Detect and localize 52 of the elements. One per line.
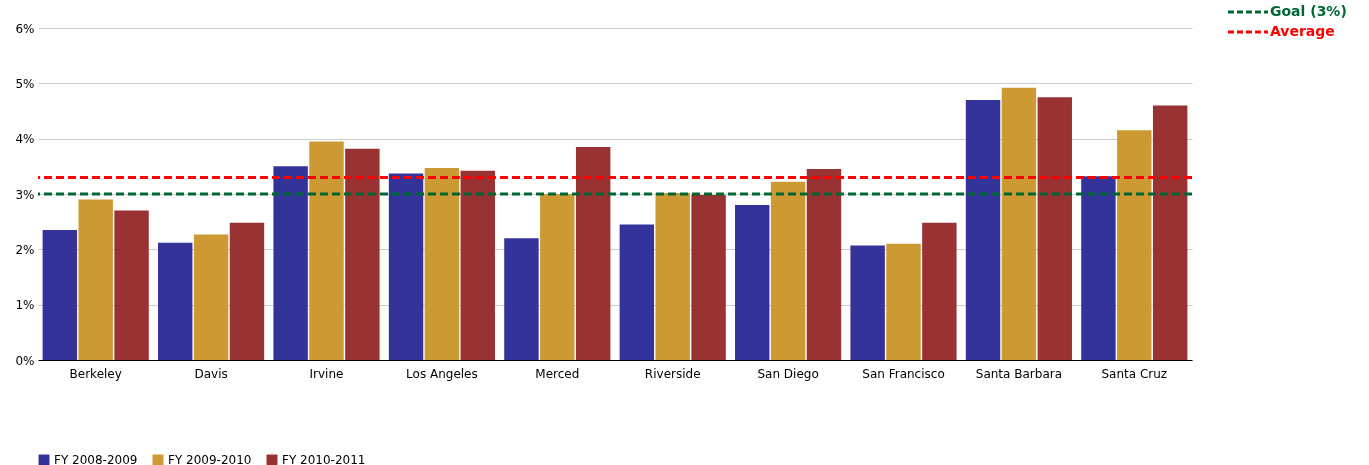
y-tick-label: 6% bbox=[15, 21, 35, 36]
bar bbox=[504, 238, 539, 360]
y-tick-label: 0% bbox=[15, 353, 35, 368]
bar bbox=[886, 243, 921, 360]
bar bbox=[965, 99, 1001, 360]
x-tick-label: Irvine bbox=[309, 366, 344, 381]
bar bbox=[388, 173, 424, 360]
bar bbox=[193, 234, 229, 360]
y-tick-label: 4% bbox=[15, 132, 35, 147]
bar bbox=[273, 166, 308, 360]
x-tick-label: Davis bbox=[194, 366, 228, 381]
x-tick-label: Santa Barbara bbox=[975, 366, 1063, 381]
x-tick-label: San Francisco bbox=[862, 366, 945, 381]
x-tick-label: Los Angeles bbox=[406, 366, 478, 381]
bar bbox=[1081, 176, 1116, 360]
bar bbox=[424, 167, 460, 360]
bar bbox=[806, 169, 842, 360]
legend-label: Average bbox=[1270, 23, 1335, 39]
bar bbox=[655, 192, 690, 360]
bar bbox=[78, 199, 113, 360]
x-tick-label: Riverside bbox=[644, 366, 701, 381]
bar bbox=[158, 242, 193, 360]
y-tick-label: 1% bbox=[15, 298, 35, 313]
legend-label: FY 2008-2009 bbox=[54, 453, 138, 465]
y-tick-label: 3% bbox=[15, 187, 35, 202]
legend-label: FY 2009-2010 bbox=[168, 453, 252, 465]
legend-label: Goal (3%) bbox=[1270, 3, 1347, 19]
bar bbox=[1037, 97, 1072, 360]
bar bbox=[770, 181, 806, 360]
x-tick-label: San Diego bbox=[757, 366, 819, 381]
bar bbox=[1152, 105, 1188, 360]
y-tick-label: 5% bbox=[15, 76, 35, 91]
x-tick-label: Berkeley bbox=[69, 366, 122, 381]
bar bbox=[922, 222, 957, 360]
bar bbox=[1117, 130, 1152, 360]
bar bbox=[114, 210, 149, 360]
bar bbox=[850, 245, 885, 360]
bar bbox=[540, 194, 575, 360]
bar bbox=[345, 148, 380, 360]
bar bbox=[575, 146, 611, 360]
legend-label: FY 2010-2011 bbox=[282, 453, 366, 465]
bar bbox=[691, 195, 726, 360]
bar bbox=[460, 170, 495, 360]
bar bbox=[309, 141, 344, 360]
bar bbox=[229, 222, 265, 360]
x-tick-label: Merced bbox=[535, 366, 580, 381]
bar bbox=[1001, 87, 1037, 360]
y-tick-label: 2% bbox=[15, 242, 35, 257]
x-tick-label: Santa Cruz bbox=[1101, 366, 1168, 381]
bar bbox=[735, 205, 770, 360]
bar bbox=[619, 224, 655, 360]
bar bbox=[42, 229, 78, 360]
